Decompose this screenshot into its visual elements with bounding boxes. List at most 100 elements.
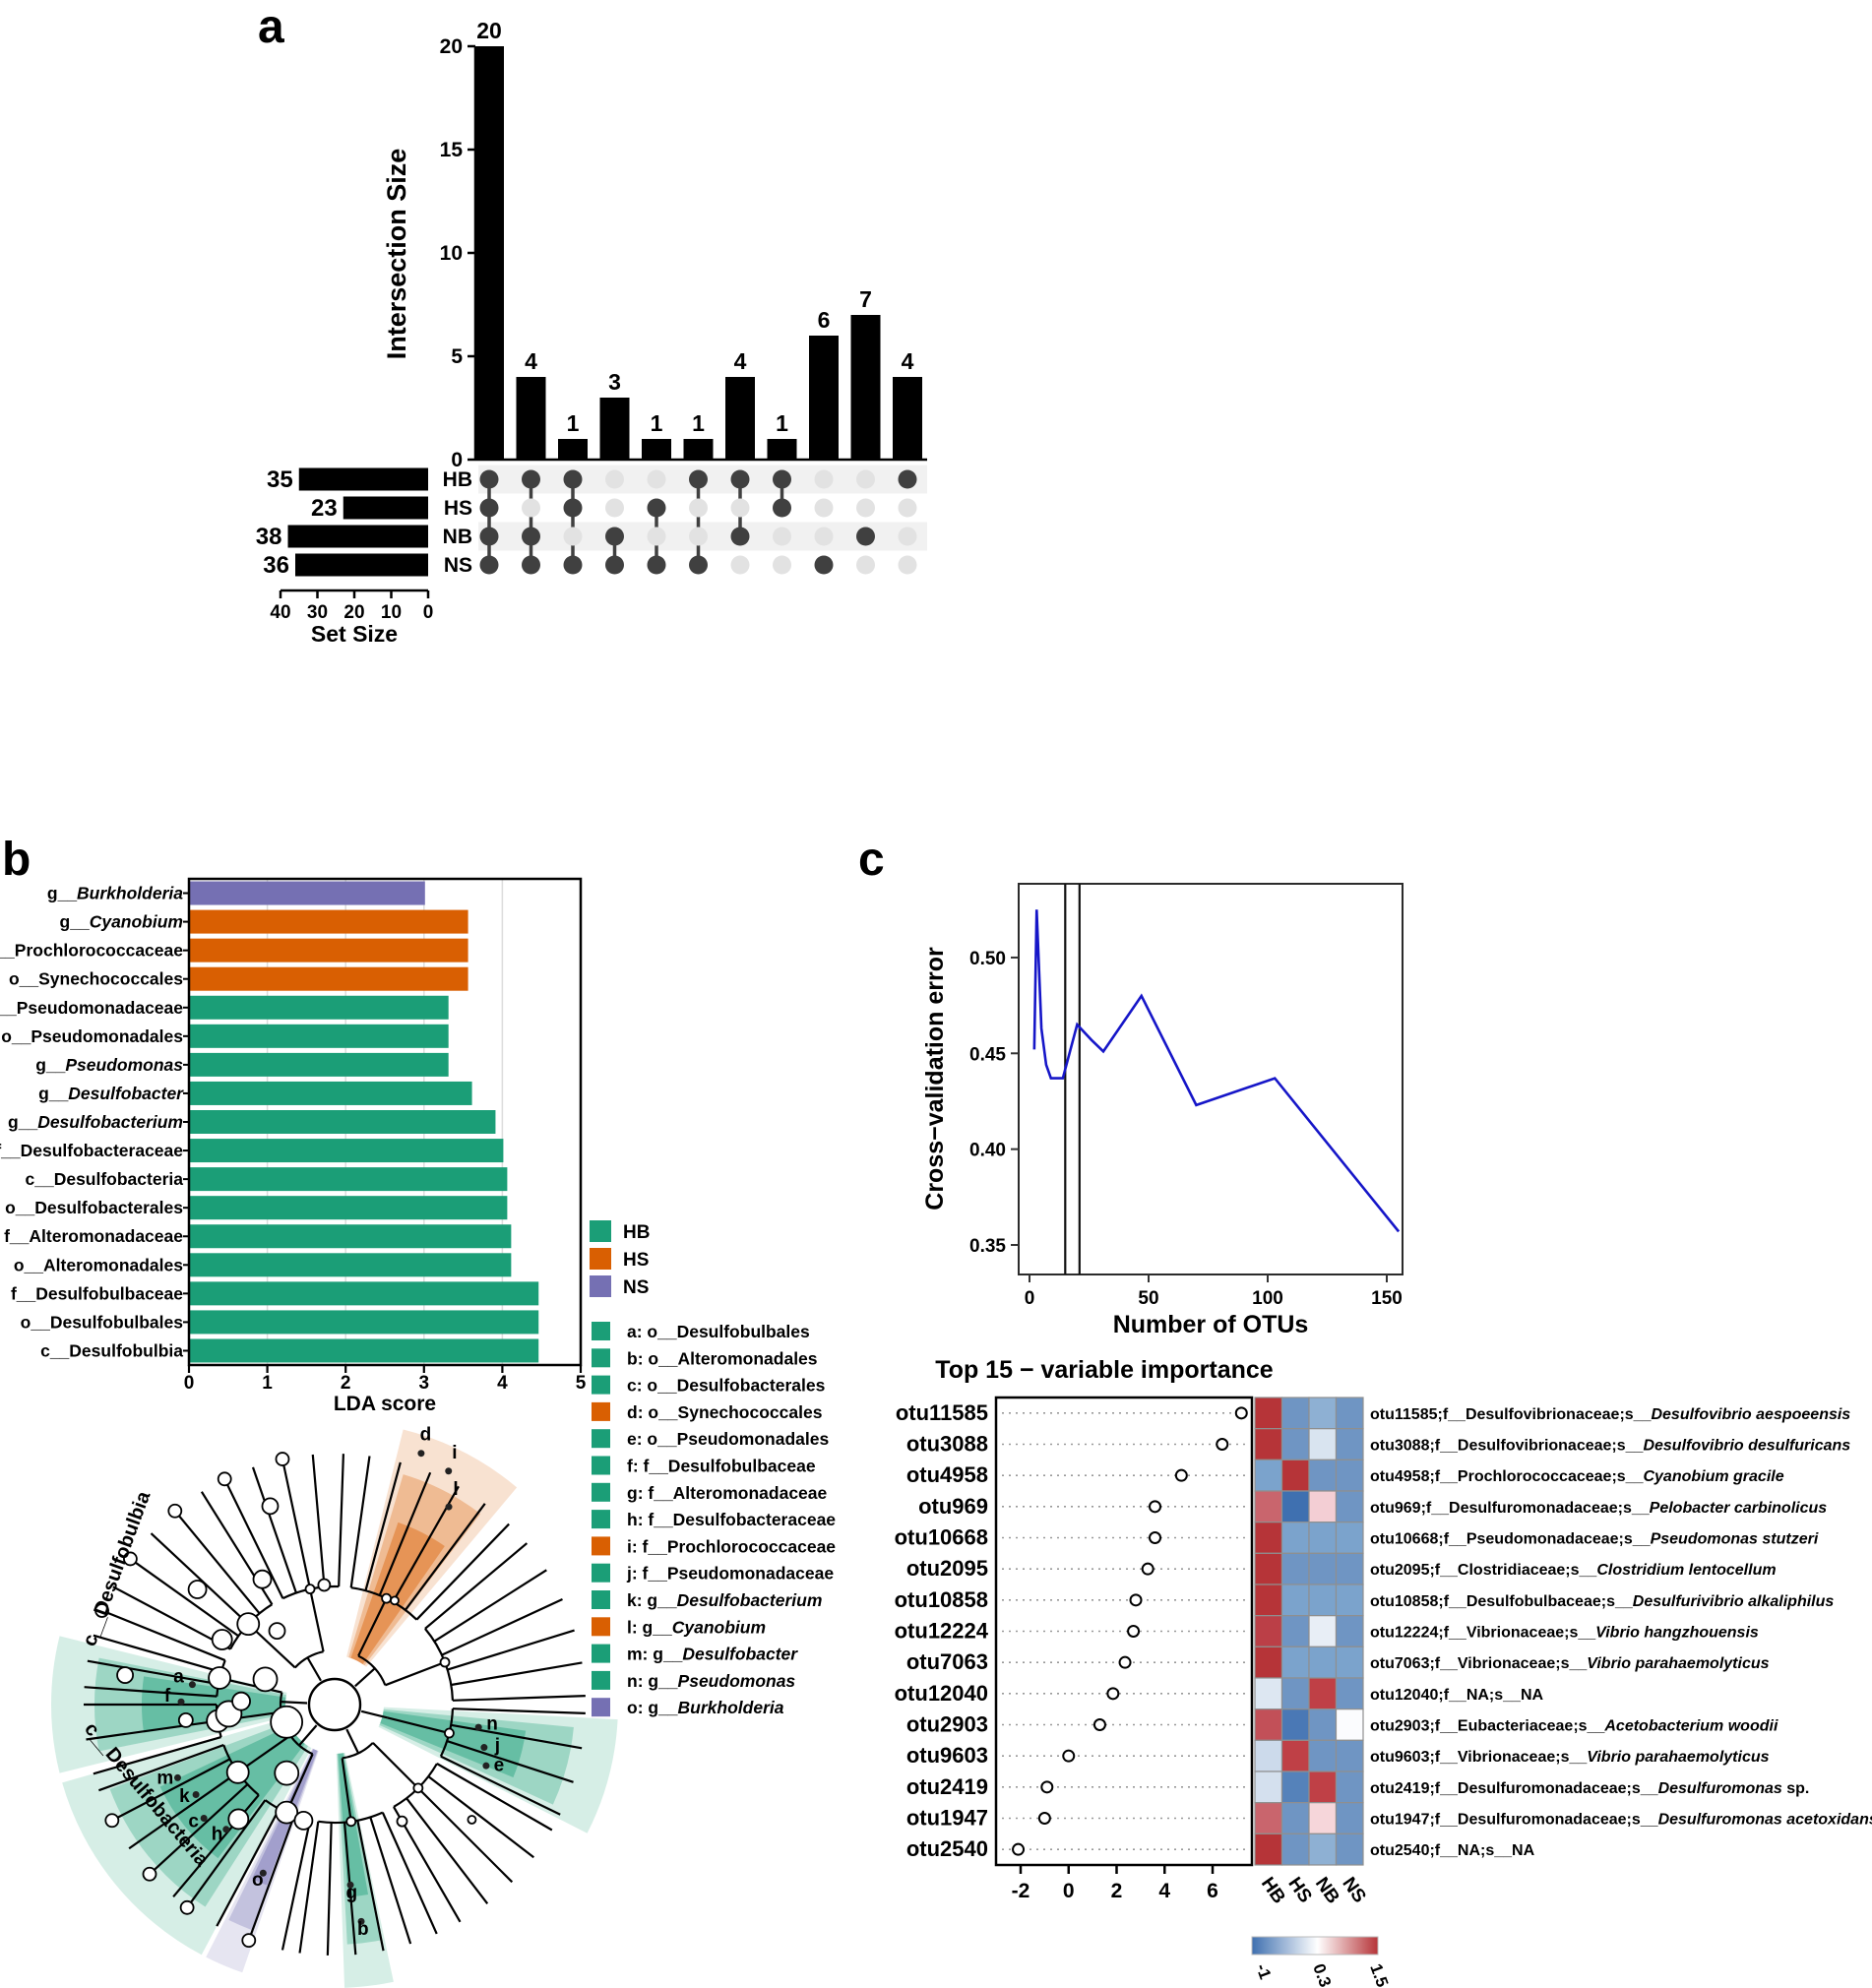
intersection-bar: [599, 398, 630, 460]
highlight-dot: [445, 1467, 453, 1475]
matrix-dot-on: [730, 469, 750, 489]
tree-node-decor: [396, 1815, 408, 1828]
lda-bar: [190, 909, 468, 934]
clade-letter: c: [188, 1812, 199, 1833]
lda-taxon-label: g__Pseudomonas: [35, 1055, 183, 1075]
tree-node-decor: [177, 1711, 194, 1728]
clade-letter: j: [494, 1735, 500, 1756]
matrix-dot-off: [856, 498, 875, 518]
y-tick-label: 15: [440, 139, 464, 161]
tree-node: [208, 1666, 231, 1690]
heatmap-cell: [1280, 1397, 1310, 1430]
matrix-dot-off: [814, 527, 834, 546]
heatmap-cell: [1308, 1428, 1338, 1460]
set-size-tick-label: 10: [381, 602, 402, 623]
highlight-dot: [445, 1503, 453, 1511]
heatmap-cell: [1254, 1771, 1283, 1804]
legend-taxon-swatch: [592, 1322, 610, 1340]
legend-taxon-label: d: o__Synechococcales: [627, 1402, 823, 1422]
matrix-dot-on: [563, 469, 583, 489]
clade-wedge: [159, 1725, 305, 1859]
legend-taxon-swatch: [592, 1536, 610, 1556]
heatmap-cell: [1308, 1615, 1338, 1647]
x-tick-label: 4: [1158, 1880, 1170, 1902]
heatmap-cell: [1254, 1739, 1283, 1772]
y-tick-label: 20: [440, 35, 463, 58]
tree-node: [444, 1727, 455, 1739]
heatmap-cell: [1254, 1490, 1283, 1523]
legend-group-label: HS: [623, 1250, 649, 1271]
leaf-node: [142, 1866, 157, 1882]
heatmap-column-label: NB: [1311, 1874, 1343, 1908]
otu-label: otu3088: [906, 1432, 988, 1457]
set-size-bar: [295, 553, 428, 577]
otu-label: otu2095: [906, 1556, 988, 1581]
matrix-dot-on: [647, 555, 666, 575]
tree-node-decor: [268, 1622, 286, 1641]
matrix-dot-off: [647, 527, 666, 546]
otu-label: otu2903: [906, 1712, 988, 1737]
set-size-bar: [343, 496, 428, 520]
importance-dot: [1149, 1531, 1162, 1544]
tree-node-decor: [252, 1569, 273, 1589]
heatmap-cell: [1335, 1428, 1364, 1460]
heatmap-row-label: otu2419;f__Desulfuromonadaceae;s__Desulf…: [1370, 1780, 1809, 1797]
importance-dot: [1174, 1468, 1188, 1482]
highlight-dot: [259, 1869, 267, 1877]
matrix-dot-on: [479, 555, 499, 575]
set-size-value: 35: [267, 466, 293, 493]
matrix-dot-on: [898, 469, 917, 489]
lda-bar: [190, 1310, 539, 1335]
highlight-dot: [346, 1881, 354, 1889]
tree-node-decor: [390, 1595, 400, 1606]
lda-bar: [190, 1139, 504, 1163]
heatmap-cell: [1254, 1708, 1283, 1741]
heatmap-cell: [1280, 1428, 1310, 1460]
set-name-label: HB: [443, 468, 472, 491]
cv-y-axis-title: Cross−validation error: [921, 947, 949, 1211]
clade-letter: g: [345, 1883, 357, 1903]
legend-taxon-label: g: f__Alteromonadaceae: [627, 1483, 828, 1503]
heatmap-row-label: otu3088;f__Desulfovibrionaceae;s__Desulf…: [1370, 1438, 1850, 1455]
importance-dot: [1092, 1718, 1106, 1731]
intersection-bar: [767, 439, 797, 460]
set-size-value: 23: [311, 495, 338, 522]
x-tick-label: 6: [1207, 1880, 1218, 1902]
legend-group-label: HB: [623, 1222, 650, 1243]
intersection-bar-value: 4: [525, 348, 537, 374]
otu-label: otu12040: [895, 1681, 988, 1706]
heatmap-cell: [1335, 1552, 1364, 1585]
matrix-dot-on: [605, 527, 624, 546]
intersection-bar: [725, 377, 755, 460]
heatmap-cell: [1254, 1802, 1283, 1834]
lda-taxon-label: o__Synechococcales: [9, 969, 183, 989]
otu-label: otu4958: [906, 1462, 988, 1487]
clade-letter: b: [357, 1919, 369, 1940]
tree-branches: [84, 1454, 586, 1956]
x-tick-label: 4: [497, 1373, 508, 1394]
matrix-dot-on: [479, 498, 499, 518]
intersection-bar: [558, 439, 588, 460]
intersection-bar-value: 1: [776, 410, 788, 436]
matrix-dot-off: [898, 555, 917, 575]
y-tick-label: 0.40: [969, 1141, 1006, 1161]
lda-bar: [190, 1281, 539, 1306]
tree-node-decor: [252, 1666, 279, 1693]
importance-dot: [1040, 1780, 1054, 1794]
heatmap-cell: [1280, 1459, 1310, 1492]
y-tick-label: 0.35: [969, 1236, 1006, 1257]
importance-dot: [1234, 1406, 1248, 1420]
heatmap-column-label: NS: [1338, 1874, 1369, 1907]
leaf-node: [104, 1813, 120, 1829]
matrix-dot-off: [856, 555, 875, 575]
matrix-dot-on: [563, 555, 583, 575]
leaf-node: [123, 1551, 138, 1567]
heatmap-cell: [1308, 1708, 1338, 1741]
heatmap-cell: [1280, 1615, 1310, 1647]
heatmap-cell: [1308, 1522, 1338, 1554]
lda-bar: [190, 966, 468, 991]
heatmap-cell: [1280, 1771, 1310, 1804]
intersection-bar: [809, 336, 839, 460]
legend-taxon-swatch: [592, 1510, 610, 1529]
tree-node-decor: [116, 1666, 134, 1684]
